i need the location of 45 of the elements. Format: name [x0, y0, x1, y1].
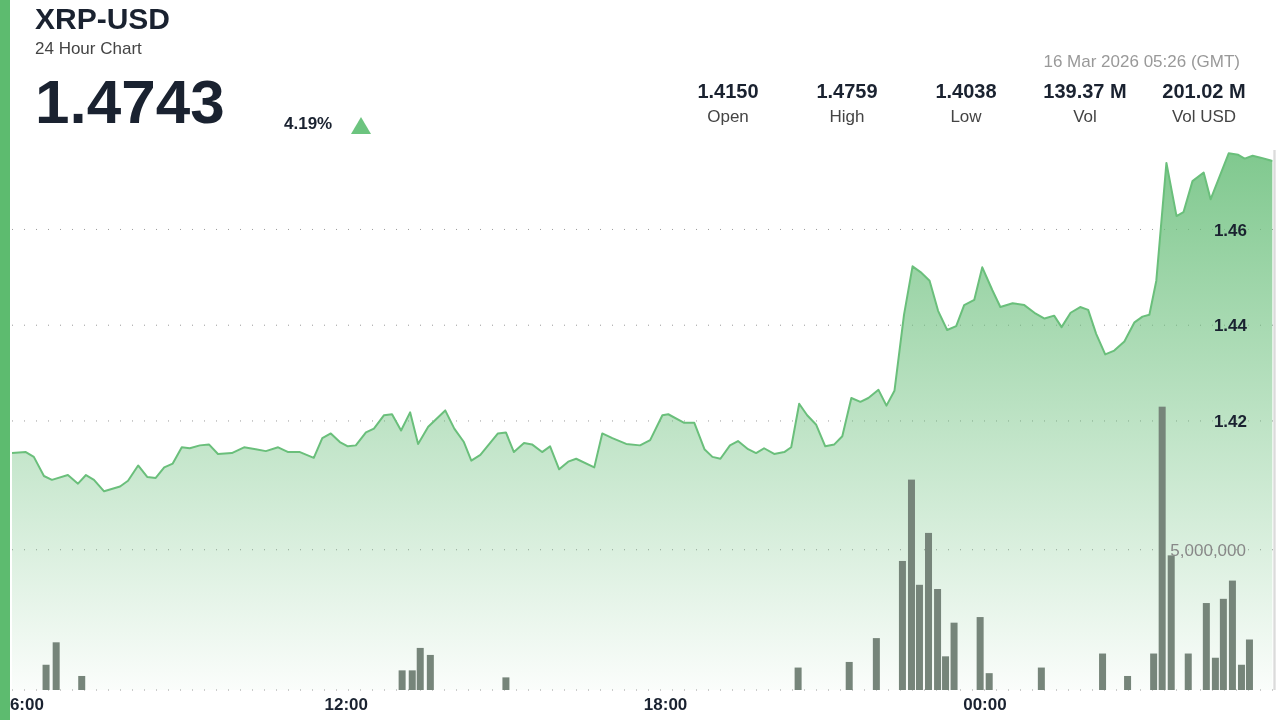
bar [1228, 580, 1236, 690]
bar [1037, 667, 1045, 690]
text: Low [949, 107, 983, 127]
text: 1.4150 [696, 80, 760, 103]
y2-tick-label: 5,000,000 [1170, 540, 1246, 560]
bar [52, 642, 60, 690]
text: 4.19% [284, 114, 333, 134]
bar [1150, 653, 1158, 690]
text: 139.37 M [1042, 80, 1128, 103]
y-tick-label: 1.44 [1213, 316, 1248, 336]
bar [1158, 406, 1166, 690]
text: 1.4743 [35, 66, 225, 138]
bar [925, 532, 933, 690]
bar [1099, 653, 1107, 690]
x-tick-label: 00:00 [963, 695, 1007, 715]
text: Vol USD [1170, 107, 1238, 127]
text: Vol [1072, 107, 1098, 127]
bar [502, 677, 510, 690]
bar [898, 560, 906, 690]
bar [985, 673, 993, 690]
text: 1.4038 [934, 80, 998, 103]
text: 201.02 M [1161, 80, 1247, 103]
chart-title: XRP-USD [35, 2, 171, 36]
bar [794, 667, 802, 690]
text: 1.4759 [815, 80, 879, 103]
bar [1124, 675, 1132, 690]
bar [845, 661, 853, 690]
bar [976, 617, 984, 690]
x-tick-label: 6:00 [9, 695, 44, 715]
y-tick-label: 1.42 [1213, 411, 1247, 431]
text: 16 Mar 2026 05:26 (GMT) [1043, 52, 1240, 72]
bar [1202, 603, 1210, 690]
y-tick-label: 1.46 [1213, 220, 1247, 240]
x-tick-label: 12:00 [324, 695, 368, 715]
bar [426, 654, 434, 690]
chart-subtitle: 24 Hour Chart [35, 39, 142, 59]
text: Open [706, 107, 750, 127]
bar [78, 675, 86, 690]
bar [398, 670, 406, 690]
text: High [828, 107, 866, 127]
bar [950, 622, 958, 690]
x-tick-label: 18:00 [643, 695, 688, 715]
bar [42, 664, 50, 690]
bar [1184, 653, 1192, 690]
bar [872, 638, 880, 690]
